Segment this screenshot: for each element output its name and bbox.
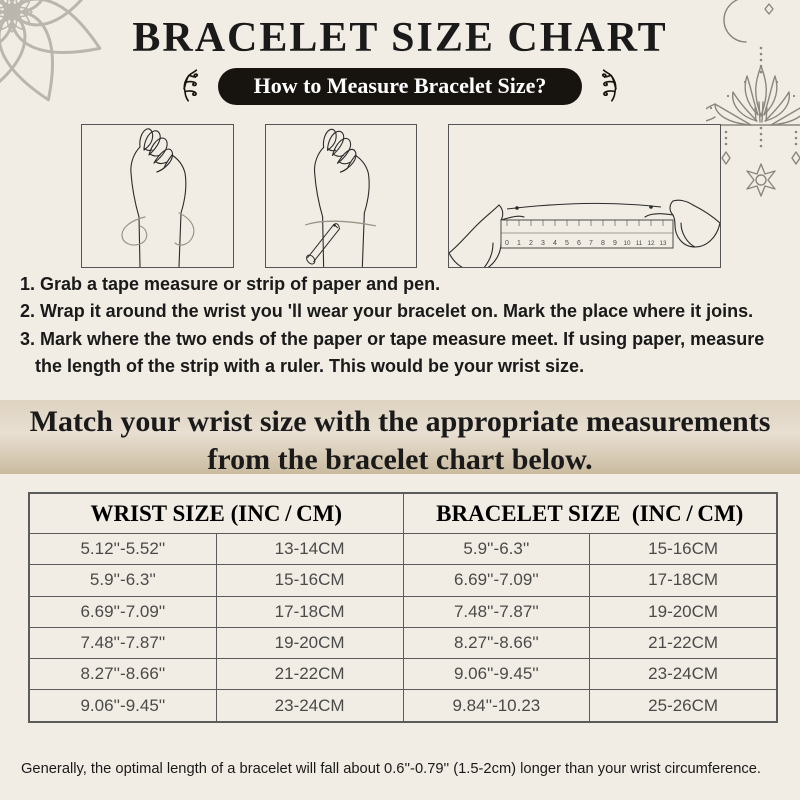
svg-text:4: 4 [553, 240, 557, 247]
svg-text:7: 7 [589, 240, 593, 247]
svg-text:8: 8 [601, 240, 605, 247]
svg-text:11: 11 [636, 240, 643, 247]
svg-text:12: 12 [647, 240, 655, 247]
svg-text:3: 3 [541, 240, 545, 247]
svg-text:6: 6 [577, 240, 581, 247]
svg-text:9: 9 [613, 240, 617, 247]
svg-text:13: 13 [659, 240, 667, 247]
svg-text:1: 1 [517, 240, 521, 247]
svg-text:5: 5 [565, 240, 569, 247]
svg-text:2: 2 [529, 240, 533, 247]
svg-text:10: 10 [623, 240, 631, 247]
svg-text:0: 0 [505, 240, 509, 247]
